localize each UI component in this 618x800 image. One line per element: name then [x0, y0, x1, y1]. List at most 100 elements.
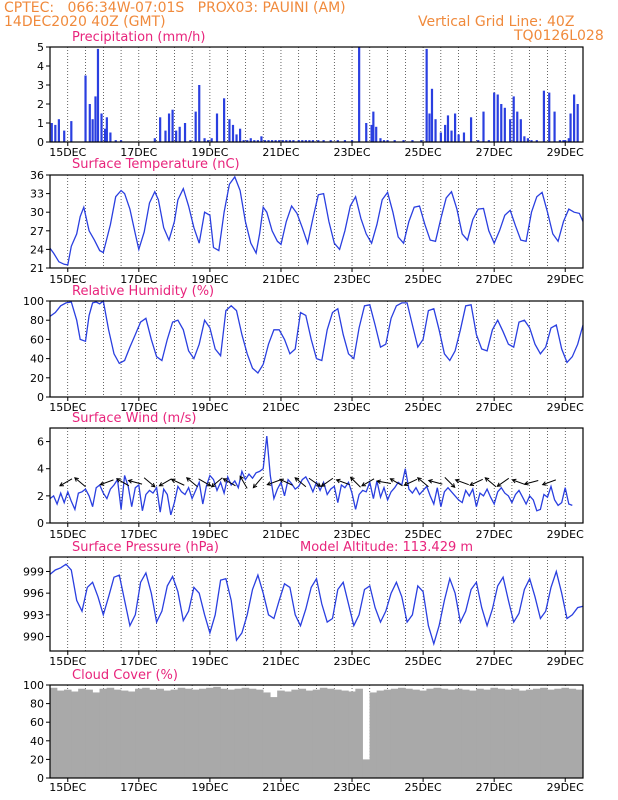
bar — [127, 691, 136, 778]
bar — [109, 132, 112, 142]
bar — [278, 140, 281, 142]
bar — [215, 113, 219, 142]
wind-arrow — [294, 477, 307, 488]
y-tick-label: 40 — [30, 353, 44, 366]
x-tick-label: 29DEC — [547, 655, 584, 668]
y-tick-label: 996 — [23, 587, 44, 600]
bar — [343, 140, 347, 142]
x-tick-label: 25DEC — [405, 781, 442, 794]
bar — [170, 689, 179, 778]
bar — [434, 119, 437, 142]
bar — [85, 689, 93, 778]
bar — [576, 104, 579, 142]
bar — [450, 130, 453, 142]
y-tick-label: 0 — [37, 136, 44, 149]
bar — [163, 690, 172, 778]
bar — [194, 111, 197, 142]
bar — [88, 104, 91, 142]
header-grid-info: Vertical Grid Line: 40Z — [418, 14, 575, 30]
bar — [440, 688, 449, 778]
bar — [412, 689, 420, 778]
wind-arrow — [444, 476, 456, 488]
bar — [397, 687, 406, 778]
y-tick-label: 33 — [30, 188, 44, 201]
series-line — [49, 563, 584, 647]
wind-arrow — [404, 478, 418, 486]
bar — [365, 123, 368, 142]
y-tick-label: 80 — [30, 698, 44, 711]
y-tick-label: 36 — [30, 169, 44, 182]
bar — [113, 689, 122, 778]
wind-arrow — [239, 475, 248, 489]
y-tick-label: 20 — [30, 372, 44, 385]
x-tick-label: 21DEC — [262, 655, 299, 668]
bar — [292, 140, 295, 142]
x-tick-label: 17DEC — [120, 273, 157, 286]
bar — [411, 140, 414, 142]
bar — [246, 140, 249, 142]
bar — [297, 140, 300, 142]
wind-arrow — [143, 477, 156, 488]
panel-title: Precipitation (mm/h) — [72, 30, 205, 45]
x-tick-label: 29DEC — [547, 528, 584, 541]
bar — [311, 140, 315, 142]
wind-arrow — [267, 479, 281, 486]
bar — [317, 140, 320, 142]
panel-frame — [49, 556, 584, 652]
x-tick-label: 19DEC — [191, 146, 228, 159]
x-tick-label: 21DEC — [262, 273, 299, 286]
bar — [519, 119, 522, 142]
bar — [433, 687, 442, 778]
bar — [159, 117, 162, 142]
bar — [298, 688, 307, 778]
y-tick-label: 60 — [30, 333, 44, 346]
panel-frame — [49, 174, 584, 269]
y-tick-label: 100 — [23, 295, 44, 308]
x-tick-label: 27DEC — [476, 146, 513, 159]
y-tick-label: 4 — [37, 60, 44, 73]
bar — [547, 689, 555, 778]
y-tick-label: 20 — [30, 753, 44, 766]
bar — [191, 689, 200, 778]
wind-arrow — [336, 479, 350, 486]
y-tick-label: 4 — [37, 463, 44, 476]
bar — [405, 688, 413, 778]
wind-arrow-head — [59, 482, 64, 487]
x-tick-label: 25DEC — [405, 528, 442, 541]
wind-arrow-head — [279, 478, 284, 483]
bar — [512, 96, 515, 142]
bar — [105, 117, 108, 142]
x-tick-label: 17DEC — [120, 781, 157, 794]
y-tick-label: 2 — [37, 490, 44, 503]
bar — [84, 75, 87, 142]
bar — [207, 140, 210, 142]
bar — [260, 136, 263, 142]
bar — [256, 140, 259, 142]
wind-arrow — [361, 478, 375, 487]
y-tick-label: 27 — [30, 225, 44, 238]
wind-arrow — [128, 479, 143, 485]
bar — [362, 759, 371, 778]
x-tick-label: 27DEC — [476, 273, 513, 286]
bar — [573, 94, 576, 142]
bar — [322, 140, 325, 142]
wind-arrow-head — [427, 479, 433, 484]
x-tick-label: 23DEC — [333, 401, 370, 414]
bar — [227, 689, 236, 778]
bar — [511, 688, 520, 778]
x-tick-label: 25DEC — [405, 401, 442, 414]
bar — [71, 691, 79, 778]
panel-frame — [49, 684, 584, 779]
y-tick-label: 0 — [37, 391, 44, 404]
x-tick-label: 17DEC — [120, 401, 157, 414]
wind-arrow-head — [349, 476, 355, 482]
bar — [198, 688, 207, 778]
bar — [567, 138, 570, 142]
bar — [263, 140, 267, 142]
x-tick-label: 23DEC — [333, 528, 370, 541]
panel-title: Cloud Cover (%) — [72, 668, 178, 683]
bar — [92, 692, 100, 778]
wind-arrow — [279, 478, 293, 486]
bar — [497, 688, 506, 778]
